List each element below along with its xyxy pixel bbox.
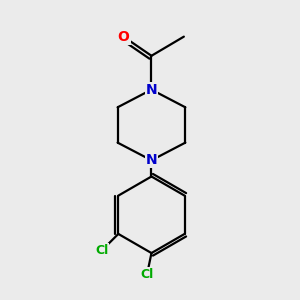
Text: Cl: Cl (140, 268, 154, 281)
Text: N: N (146, 153, 157, 167)
Text: O: O (118, 30, 129, 44)
Text: Cl: Cl (95, 244, 109, 256)
Text: N: N (146, 82, 157, 97)
